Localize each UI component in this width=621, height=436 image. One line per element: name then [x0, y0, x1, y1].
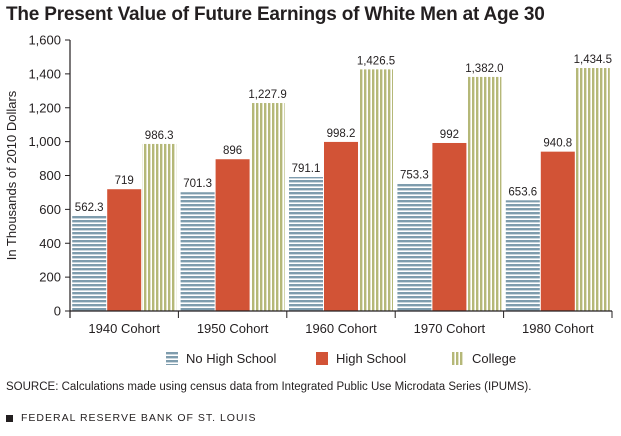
data-label-no-high-school-5: 653.6	[508, 186, 537, 198]
data-label-high-school-5: 940.8	[543, 138, 572, 150]
y-tick-label-5: 800	[39, 168, 61, 183]
x-tick-label-4: 1970 Cohort	[414, 321, 486, 336]
y-tick-label-1: 0	[54, 304, 61, 319]
x-tick-label-5: 1980 Cohort	[522, 321, 594, 336]
data-label-no-high-school-1: 562.3	[75, 202, 104, 214]
bar-no-high-school-1	[72, 215, 107, 311]
bar-high-school-3	[324, 141, 358, 311]
footer-square-icon	[6, 414, 13, 422]
data-label-high-school-2: 896	[223, 145, 242, 157]
x-tick-label-1: 1940 Cohort	[88, 321, 160, 336]
data-label-high-school-1: 719	[115, 175, 134, 187]
y-tick-label-6: 1,000	[28, 134, 61, 149]
legend-swatch-no-high-school	[166, 352, 178, 365]
bar-college-1	[142, 143, 177, 311]
bar-no-high-school-3	[289, 177, 323, 311]
axes-layer	[65, 39, 613, 318]
legend-swatch-college	[452, 352, 464, 365]
data-label-no-high-school-4: 753.3	[400, 169, 429, 181]
y-tick-label-4: 600	[39, 202, 61, 217]
bar-high-school-1	[107, 189, 142, 311]
data-label-college-3: 1,426.5	[357, 55, 395, 67]
chart-title: The Present Value of Future Earnings of …	[6, 4, 545, 25]
data-label-college-5: 1,434.5	[574, 54, 612, 66]
bar-college-5	[575, 68, 610, 312]
data-label-high-school-3: 998.2	[327, 128, 356, 140]
legend: No High School High School College	[166, 351, 516, 366]
source-note: SOURCE: Calculations made using census d…	[6, 381, 532, 393]
bar-no-high-school-2	[180, 192, 215, 311]
data-label-high-school-4: 992	[440, 129, 459, 141]
labels-layer: 562.3 719 986.3 1940 Cohort 701.3 896 1,227.9 1…	[4, 33, 612, 337]
footer: FEDERAL RESERVE BANK OF ST. LOUIS	[6, 412, 256, 424]
data-label-no-high-school-2: 701.3	[183, 178, 212, 190]
legend-label-college: College	[472, 351, 516, 366]
bar-no-high-school-5	[505, 200, 540, 311]
bar-high-school-5	[540, 151, 575, 311]
y-tick-label-9: 1,600	[28, 33, 61, 48]
data-label-no-high-school-3: 791.1	[292, 163, 321, 175]
data-label-college-1: 986.3	[145, 130, 174, 142]
legend-swatch-high-school	[316, 352, 328, 365]
bar-high-school-4	[432, 142, 467, 311]
data-label-college-2: 1,227.9	[248, 89, 286, 101]
bar-college-3	[359, 69, 393, 311]
bar-high-school-2	[215, 159, 250, 311]
y-tick-label-7: 1,200	[28, 100, 61, 115]
legend-label-no-high-school: No High School	[186, 351, 276, 366]
x-tick-label-2: 1950 Cohort	[197, 321, 269, 336]
bar-college-4	[467, 76, 502, 311]
bar-college-2	[250, 103, 285, 311]
legend-label-high-school: High School	[336, 351, 406, 366]
bars-layer	[72, 68, 610, 312]
y-axis-title: In Thousands of 2010 Dollars	[4, 90, 19, 260]
data-label-college-4: 1,382.0	[465, 63, 503, 75]
footer-org: FEDERAL RESERVE BANK OF ST. LOUIS	[21, 412, 257, 424]
y-tick-label-3: 400	[39, 236, 61, 251]
bar-no-high-school-4	[397, 183, 432, 311]
y-tick-label-2: 200	[39, 270, 61, 285]
x-tick-label-3: 1960 Cohort	[305, 321, 377, 336]
y-tick-label-8: 1,400	[28, 66, 61, 81]
